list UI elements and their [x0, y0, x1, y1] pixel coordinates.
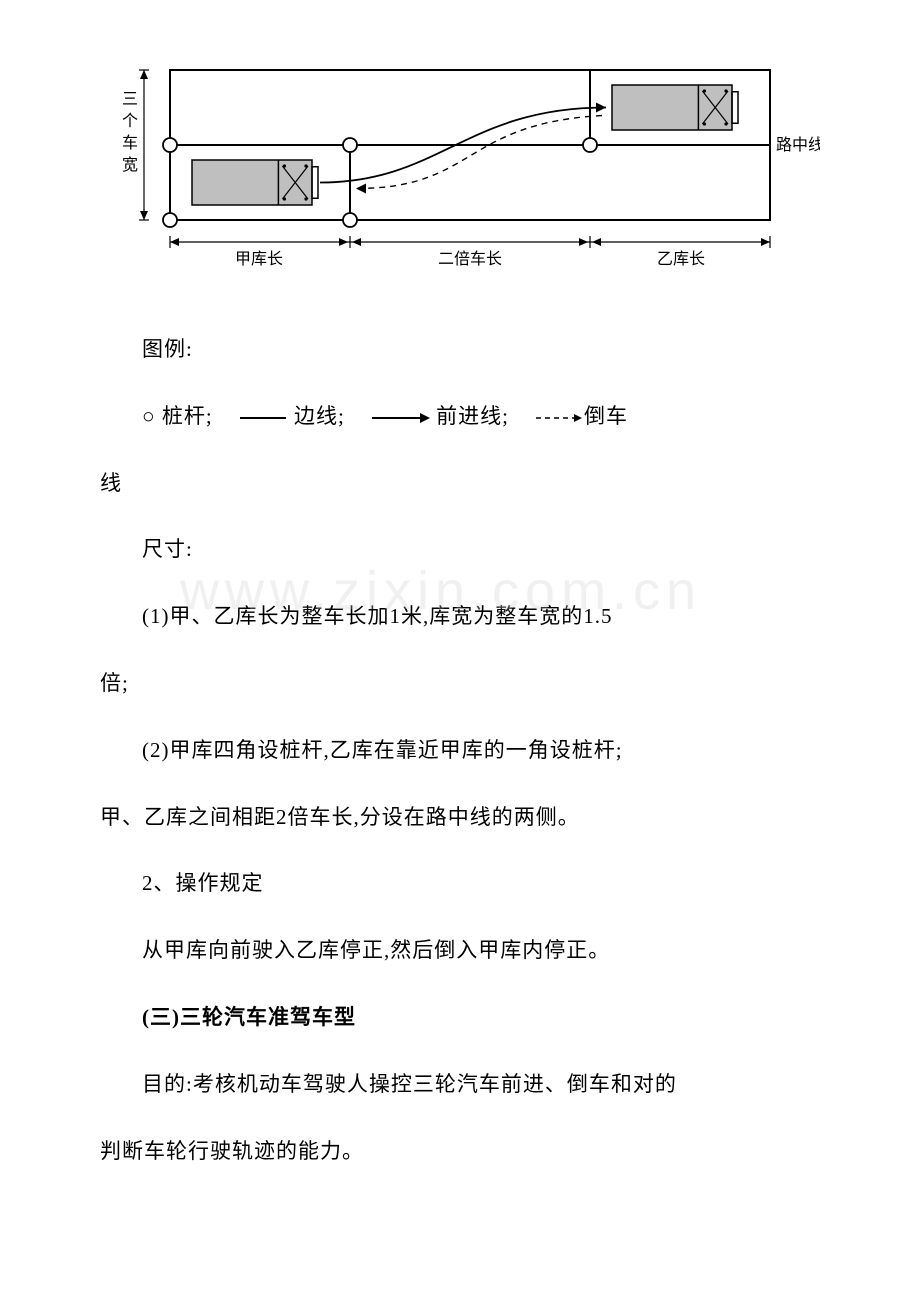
svg-text:个: 个: [122, 112, 138, 130]
size-2b: 甲、乙库之间相距2倍车长,分设在路中线的两侧。: [100, 788, 820, 847]
legend-reverse-cont: 线: [100, 454, 820, 513]
svg-text:三: 三: [122, 91, 138, 108]
size-title: 尺寸:: [100, 520, 820, 579]
svg-text:车: 车: [122, 134, 138, 152]
size-1a: (1)甲、乙库长为整车长加1米,库宽为整车宽的1.5: [100, 587, 820, 646]
svg-text:路中线: 路中线: [776, 136, 820, 154]
size-1b: 倍;: [100, 654, 820, 713]
legend-post: ○ 桩杆;: [142, 404, 213, 428]
section3-body-a: 目的:考核机动车驾驶人操控三轮汽车前进、倒车和对的: [100, 1055, 820, 1114]
svg-text:甲库长: 甲库长: [235, 250, 283, 268]
legend-edge: 边线;: [294, 404, 345, 428]
section3-title: (三)三轮汽车准驾车型: [100, 988, 820, 1047]
garage-diagram: 路中线 三个车宽甲库长 二倍车长 乙库长: [100, 60, 820, 280]
section3-body-b: 判断车轮行驶轨迹的能力。: [100, 1122, 820, 1181]
legend-reverse: 倒车: [584, 404, 628, 428]
size-2a: (2)甲库四角设桩杆,乙库在靠近甲库的一角设桩杆;: [100, 721, 820, 780]
legend-forward: 前进线;: [436, 404, 509, 428]
legend-row: ○ 桩杆; 边线; 前进线; 倒车: [100, 387, 820, 446]
svg-text:乙库长: 乙库长: [657, 250, 705, 268]
op-body: 从甲库向前驶入乙库停正,然后倒入甲库内停正。: [100, 921, 820, 980]
svg-text:二倍车长: 二倍车长: [438, 250, 502, 268]
svg-text:宽: 宽: [122, 156, 138, 174]
legend-title: 图例:: [100, 320, 820, 379]
op-title: 2、操作规定: [100, 854, 820, 913]
